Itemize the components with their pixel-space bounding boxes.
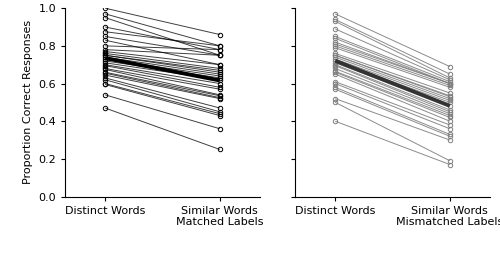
Y-axis label: Proportion Correct Responses: Proportion Correct Responses xyxy=(22,20,32,185)
